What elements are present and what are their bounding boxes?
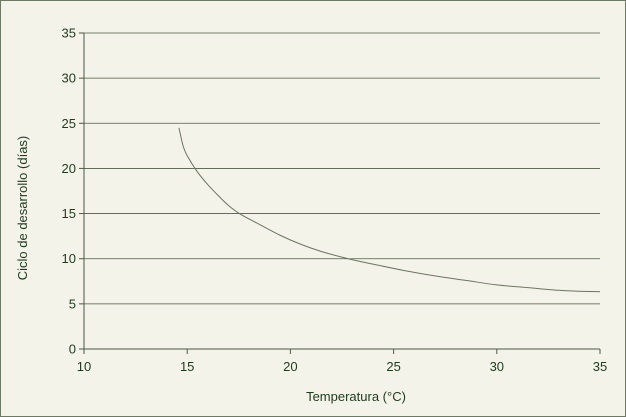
y-axis-title: Ciclo de desarrollo (días): [15, 136, 30, 281]
x-tick-label: 20: [283, 359, 297, 374]
tick-labels: 0 5 10 15 20 25 30 35 10 15 20 25 30 35: [62, 26, 608, 375]
y-tick-label: 30: [62, 71, 76, 86]
y-tick-label: 25: [62, 116, 76, 131]
x-tick-label: 10: [77, 359, 91, 374]
y-tick-label: 20: [62, 161, 76, 176]
y-tick-label: 0: [69, 342, 76, 357]
series-layer: [178, 127, 601, 293]
axes: [79, 32, 601, 354]
y-tick-label: 10: [62, 251, 76, 266]
x-tick-label: 30: [490, 359, 504, 374]
x-tick-label: 25: [386, 359, 400, 374]
y-tick-label: 35: [62, 26, 76, 41]
y-tick-label: 15: [62, 206, 76, 221]
x-axis-title: Temperatura (°C): [306, 389, 406, 404]
y-tick-label: 5: [69, 296, 76, 311]
x-tick-label: 15: [180, 359, 194, 374]
grid: [84, 32, 600, 350]
series-line: [178, 127, 601, 293]
x-tick-label: 35: [593, 359, 607, 374]
